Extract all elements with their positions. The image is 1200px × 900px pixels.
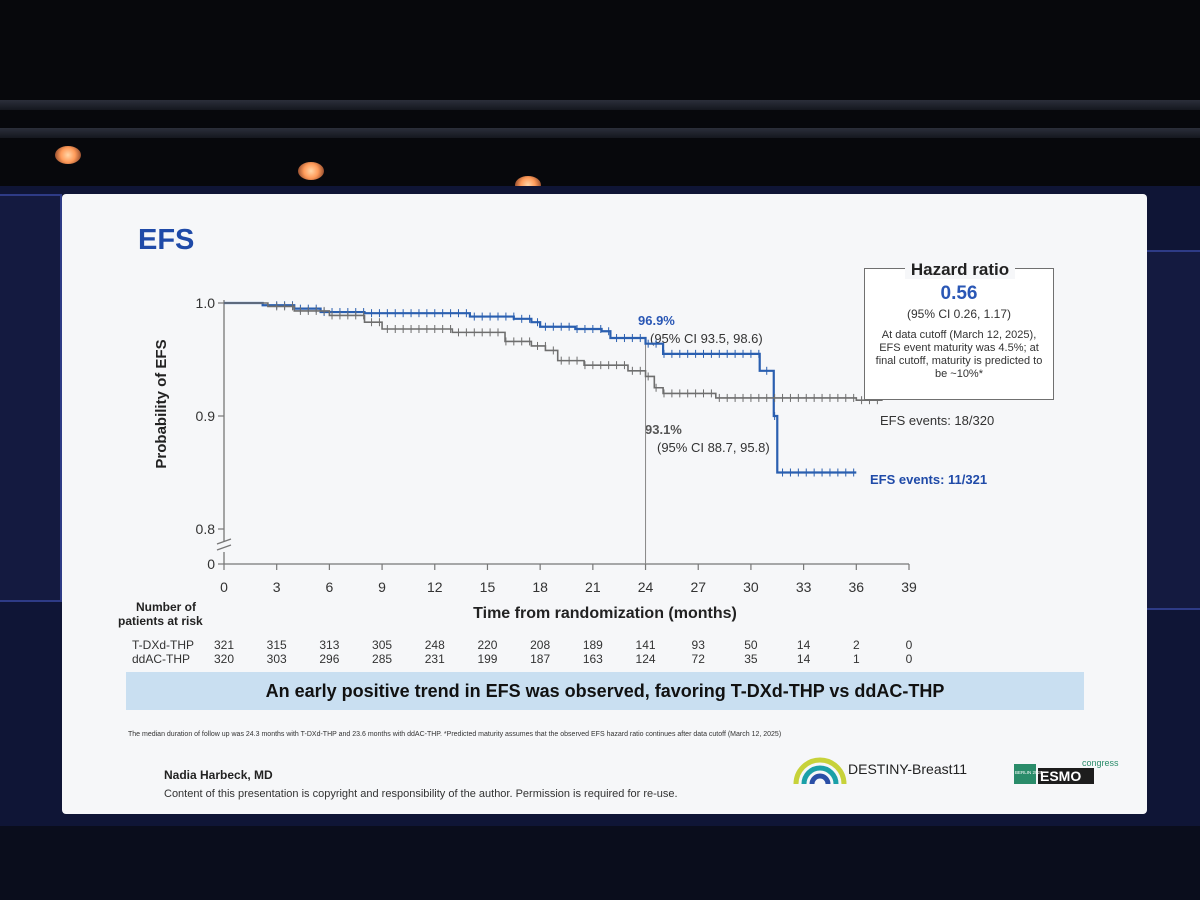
risk-cell: 93 (691, 638, 705, 652)
risk-cell: 163 (582, 652, 603, 666)
lower-landmark-pct: 93.1% (645, 422, 682, 437)
x-tick-label: 39 (901, 579, 917, 595)
events-tdxd-label: EFS events: 11/321 (870, 472, 987, 487)
lower-landmark-ci: (95% CI 88.7, 95.8) (657, 440, 770, 455)
risk-cell: 285 (372, 652, 393, 666)
esmo-logo-text: ESMO (1040, 768, 1081, 784)
x-tick-label: 6 (325, 579, 333, 595)
stage-light (55, 146, 81, 164)
risk-cell: 141 (635, 638, 656, 652)
risk-cell: 208 (530, 638, 551, 652)
risk-cell: 321 (213, 638, 235, 652)
esmo-congress-logo: ESMO congress BERLIN 2025 (1014, 758, 1119, 784)
events-ddac-label: EFS events: 18/320 (880, 413, 994, 428)
upper-landmark-ci: (95% CI 93.5, 98.6) (650, 331, 763, 346)
risk-cell: 187 (530, 652, 551, 666)
hazard-ratio-value: 0.56 (940, 283, 978, 304)
risk-cell: 72 (691, 652, 705, 666)
presentation-slide: EFS Probability of EFS Time from randomi… (62, 194, 1147, 814)
risk-row-label: T-DXd-THP (132, 638, 195, 652)
risk-cell: 305 (372, 638, 393, 652)
x-tick-label: 27 (690, 579, 706, 595)
x-tick-label: 21 (585, 579, 601, 595)
y-axis-break-mark (216, 538, 232, 545)
esmo-berlin-text: BERLIN 2025 (1015, 770, 1043, 775)
x-tick-label: 33 (796, 579, 812, 595)
x-tick-label: 18 (532, 579, 548, 595)
copyright-notice: Content of this presentation is copyrigh… (164, 788, 678, 800)
risk-cell: 199 (477, 652, 498, 666)
y-tick-label: 0 (207, 556, 215, 572)
conclusion-banner: An early positive trend in EFS was obser… (126, 672, 1084, 710)
destiny-logo (793, 757, 847, 785)
slide-title: EFS (138, 224, 195, 256)
presenter-name: Nadia Harbeck, MD (164, 768, 273, 782)
risk-cell: 303 (266, 652, 287, 666)
km-curve-t-dxd-thp (224, 301, 857, 474)
risk-cell: 248 (424, 638, 445, 652)
risk-cell: 220 (477, 638, 498, 652)
x-tick-label: 36 (849, 579, 865, 595)
y-axis-break-mark (216, 544, 232, 551)
y-tick-label: 0.8 (196, 521, 216, 537)
risk-cell: 313 (319, 638, 340, 652)
stage-light (298, 162, 324, 180)
x-tick-label: 0 (220, 579, 228, 595)
risk-cell: 189 (582, 638, 603, 652)
risk-cell: 124 (635, 652, 656, 666)
x-tick-label: 15 (480, 579, 496, 595)
risk-cell: 2 (852, 638, 860, 652)
y-tick-label: 1.0 (196, 295, 216, 311)
risk-cell: 14 (796, 638, 811, 652)
risk-cell: 1 (852, 652, 860, 666)
footnote: The median duration of follow up was 24.… (128, 731, 782, 738)
stage-truss (0, 128, 1200, 138)
risk-cell: 35 (744, 652, 758, 666)
x-tick-label: 3 (273, 579, 281, 595)
x-tick-label: 9 (378, 579, 386, 595)
x-tick-label: 30 (743, 579, 759, 595)
risk-cell: 315 (266, 638, 287, 652)
risk-cell: 14 (796, 652, 811, 666)
y-axis-label: Probability of EFS (153, 339, 170, 468)
x-tick-label: 24 (638, 579, 654, 595)
km-chart: Probability of EFS Time from randomizati… (153, 295, 994, 622)
risk-cell: 296 (319, 652, 340, 666)
risk-cell: 50 (744, 638, 758, 652)
risk-cell: 0 (905, 638, 913, 652)
esmo-congress-text: congress (1082, 758, 1119, 768)
upper-landmark-pct: 96.9% (638, 313, 675, 328)
hazard-ratio-title-wrap: Hazard ratio (864, 260, 1056, 280)
risk-table-header-line2: patients at risk (118, 614, 203, 628)
stage-floor (0, 826, 1200, 900)
x-tick-label: 12 (427, 579, 443, 595)
hazard-ratio-box: 0.56 (95% CI 0.26, 1.17) At data cutoff … (864, 268, 1054, 400)
hazard-ratio-title: Hazard ratio (904, 260, 1016, 279)
risk-table-header-line1: Number of (136, 600, 196, 614)
annotation-lower: 93.1% (95% CI 88.7, 95.8) (645, 422, 770, 455)
hazard-ratio-ci: (95% CI 0.26, 1.17) (906, 307, 1012, 321)
risk-cell: 231 (424, 652, 445, 666)
risk-cell: 320 (213, 652, 235, 666)
left-side-screen (0, 194, 62, 602)
risk-cell: 0 (905, 652, 913, 666)
y-tick-label: 0.9 (196, 408, 216, 424)
stage-truss (0, 100, 1200, 110)
destiny-logo-text: DESTINY-Breast11 (848, 761, 968, 777)
risk-row-label: ddAC-THP (132, 652, 191, 666)
x-axis-label: Time from randomization (months) (473, 605, 737, 622)
annotation-upper: 96.9% (95% CI 93.5, 98.6) (638, 313, 763, 346)
hazard-ratio-note: At data cutoff (March 12, 2025), EFS eve… (875, 329, 1043, 380)
